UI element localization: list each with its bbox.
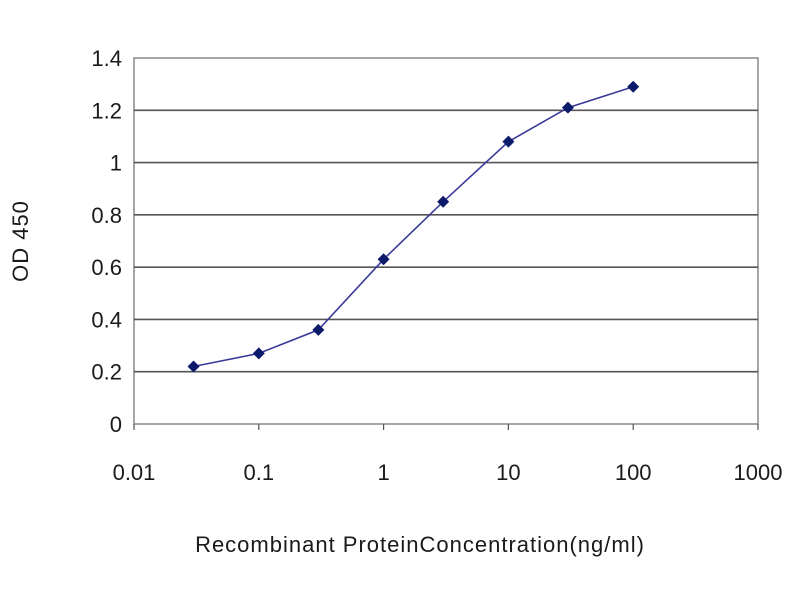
y-tick-label: 0.2 — [91, 360, 122, 385]
series-line — [193, 86, 634, 368]
data-point — [502, 135, 515, 148]
data-point — [437, 195, 450, 208]
data-point — [187, 360, 200, 373]
y-tick-label: 1 — [110, 151, 122, 176]
x-tick-label: 1 — [377, 460, 389, 485]
data-point — [252, 347, 265, 360]
y-tick-label: 0 — [110, 412, 122, 437]
x-tick-label: 0.01 — [113, 460, 156, 485]
x-tick-marks — [133, 424, 759, 430]
x-tick-label: 100 — [615, 460, 652, 485]
x-tick-label: 0.1 — [244, 460, 275, 485]
data-point — [377, 253, 390, 266]
y-tick-label: 1.2 — [91, 98, 122, 123]
data-point — [627, 80, 640, 93]
x-tick-label: 10 — [496, 460, 520, 485]
y-axis-title: OD 450 — [8, 200, 33, 282]
x-tick-label: 1000 — [734, 460, 783, 485]
data-point — [561, 101, 574, 114]
y-tick-label: 1.4 — [91, 46, 122, 71]
data-point — [312, 323, 325, 336]
x-tick-labels: 0.01 0.1 1 10 100 1000 — [113, 460, 783, 485]
plot-area — [133, 57, 759, 425]
x-axis-title: Recombinant ProteinConcentration(ng/ml) — [195, 532, 645, 557]
y-tick-label: 0.8 — [91, 203, 122, 228]
y-tick-label: 0.6 — [91, 255, 122, 280]
y-tick-labels: 0 0.2 0.4 0.6 0.8 1 1.2 1.4 — [91, 46, 122, 437]
data-points — [187, 80, 640, 373]
grid-lines — [134, 109, 758, 373]
y-tick-label: 0.4 — [91, 307, 122, 332]
